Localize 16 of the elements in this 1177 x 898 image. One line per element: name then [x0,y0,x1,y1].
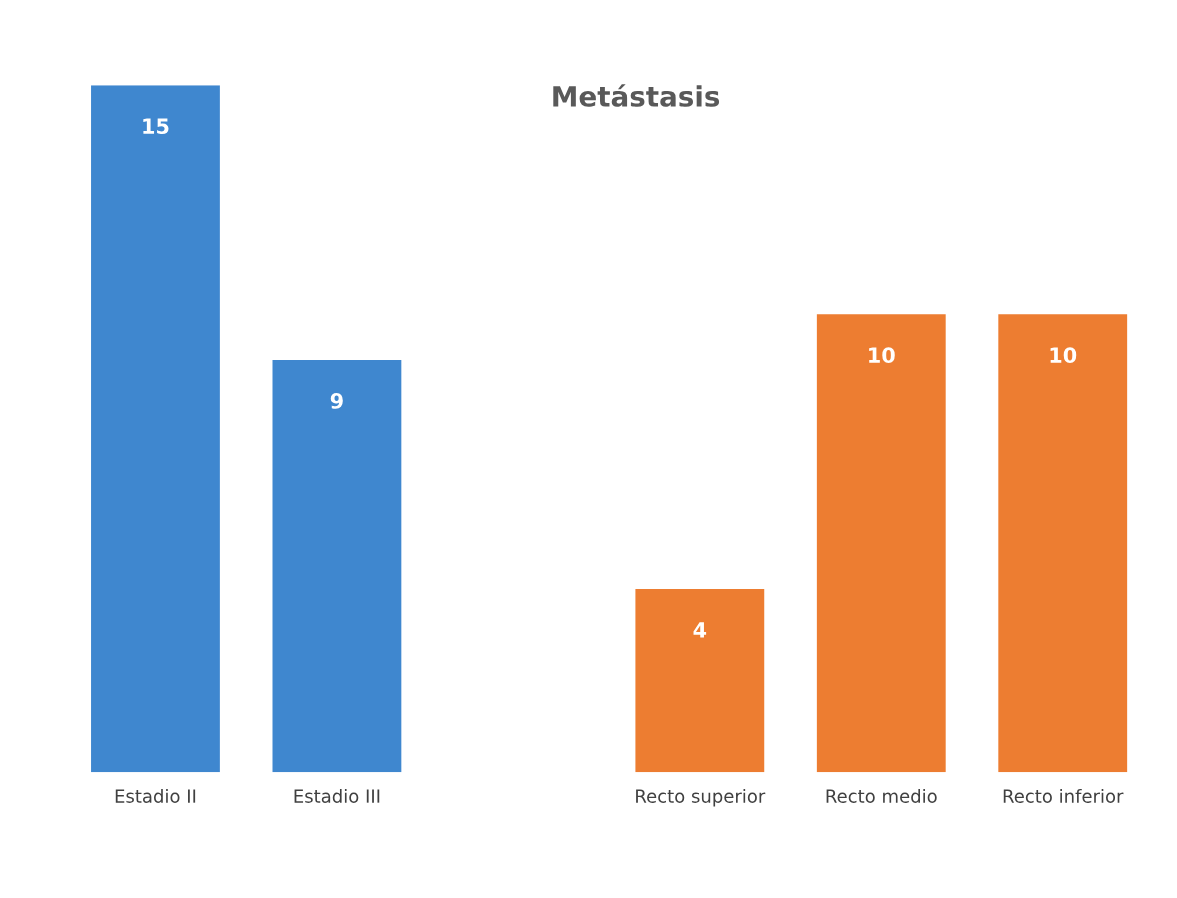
x-tick-label: Estadio II [115,788,196,803]
data-label: 9 [330,393,343,409]
chart-title: Metástasis [553,84,720,107]
data-label: 10 [869,347,895,364]
bar [272,360,402,773]
data-label: 10 [1050,347,1077,364]
bar [816,314,946,773]
x-tick-label: Recto superior [636,788,766,807]
x-tick-label: Estadio III [294,788,380,803]
data-label: 4 [693,622,707,638]
x-tick-label: Recto inferior [1003,788,1124,803]
bar [91,85,220,773]
bar [635,589,765,773]
data-label: 15 [143,118,169,135]
x-tick-label: Recto medio [826,788,937,803]
bar [998,314,1128,773]
